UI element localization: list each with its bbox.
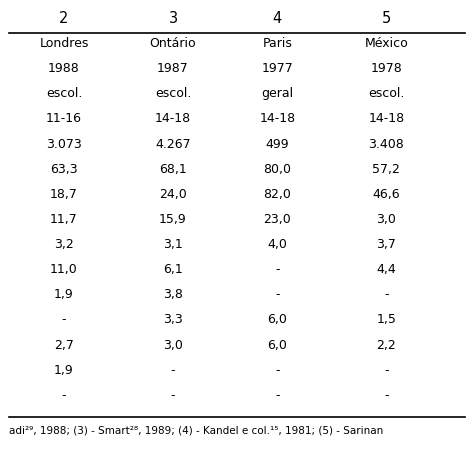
Text: 80,0: 80,0 bbox=[263, 163, 292, 176]
Text: 3,2: 3,2 bbox=[54, 238, 74, 251]
Text: 3,3: 3,3 bbox=[163, 313, 183, 327]
Text: México: México bbox=[365, 37, 408, 50]
Text: 4.267: 4.267 bbox=[155, 137, 191, 151]
Text: 82,0: 82,0 bbox=[264, 188, 291, 201]
Text: 3,8: 3,8 bbox=[163, 288, 183, 301]
Text: escol.: escol. bbox=[155, 87, 191, 100]
Text: 11-16: 11-16 bbox=[46, 112, 82, 126]
Text: 1978: 1978 bbox=[371, 62, 402, 75]
Text: 23,0: 23,0 bbox=[264, 213, 291, 226]
Text: -: - bbox=[171, 389, 175, 402]
Text: 11,7: 11,7 bbox=[50, 213, 78, 226]
Text: 2: 2 bbox=[59, 10, 69, 26]
Text: -: - bbox=[384, 364, 389, 377]
Text: 14-18: 14-18 bbox=[368, 112, 404, 126]
Text: 6,0: 6,0 bbox=[267, 313, 287, 327]
Text: 3,0: 3,0 bbox=[376, 213, 396, 226]
Text: 68,1: 68,1 bbox=[159, 163, 187, 176]
Text: 4: 4 bbox=[273, 10, 282, 26]
Text: 14-18: 14-18 bbox=[259, 112, 295, 126]
Text: 2,2: 2,2 bbox=[376, 338, 396, 352]
Text: 6,0: 6,0 bbox=[267, 338, 287, 352]
Text: 4,0: 4,0 bbox=[267, 238, 287, 251]
Text: 3,1: 3,1 bbox=[163, 238, 183, 251]
Text: -: - bbox=[62, 313, 66, 327]
Text: -: - bbox=[384, 389, 389, 402]
Text: 3,7: 3,7 bbox=[376, 238, 396, 251]
Text: 63,3: 63,3 bbox=[50, 163, 78, 176]
Text: 3: 3 bbox=[168, 10, 178, 26]
Text: -: - bbox=[62, 389, 66, 402]
Text: 2,7: 2,7 bbox=[54, 338, 74, 352]
Text: 46,6: 46,6 bbox=[373, 188, 400, 201]
Text: -: - bbox=[275, 364, 280, 377]
Text: escol.: escol. bbox=[46, 87, 82, 100]
Text: Londres: Londres bbox=[39, 37, 89, 50]
Text: 3.408: 3.408 bbox=[368, 137, 404, 151]
Text: 57,2: 57,2 bbox=[373, 163, 400, 176]
Text: Ontário: Ontário bbox=[150, 37, 196, 50]
Text: adi²⁹, 1988; (3) - Smart²⁸, 1989; (4) - Kandel e col.¹⁵, 1981; (5) - Sarinan: adi²⁹, 1988; (3) - Smart²⁸, 1989; (4) - … bbox=[9, 425, 384, 435]
Text: escol.: escol. bbox=[368, 87, 404, 100]
Text: 15,9: 15,9 bbox=[159, 213, 187, 226]
Text: geral: geral bbox=[261, 87, 293, 100]
Text: 24,0: 24,0 bbox=[159, 188, 187, 201]
Text: 11,0: 11,0 bbox=[50, 263, 78, 276]
Text: 499: 499 bbox=[265, 137, 289, 151]
Text: 18,7: 18,7 bbox=[50, 188, 78, 201]
Text: -: - bbox=[171, 364, 175, 377]
Text: 1,9: 1,9 bbox=[54, 288, 74, 301]
Text: 1987: 1987 bbox=[157, 62, 189, 75]
Text: 1988: 1988 bbox=[48, 62, 80, 75]
Text: 5: 5 bbox=[382, 10, 391, 26]
Text: -: - bbox=[275, 389, 280, 402]
Text: -: - bbox=[384, 288, 389, 301]
Text: 4,4: 4,4 bbox=[376, 263, 396, 276]
Text: Paris: Paris bbox=[262, 37, 292, 50]
Text: -: - bbox=[275, 288, 280, 301]
Text: 1,5: 1,5 bbox=[376, 313, 396, 327]
Text: 3.073: 3.073 bbox=[46, 137, 82, 151]
Text: 6,1: 6,1 bbox=[163, 263, 183, 276]
Text: 3,0: 3,0 bbox=[163, 338, 183, 352]
Text: -: - bbox=[275, 263, 280, 276]
Text: 14-18: 14-18 bbox=[155, 112, 191, 126]
Text: 1,9: 1,9 bbox=[54, 364, 74, 377]
Text: 1977: 1977 bbox=[262, 62, 293, 75]
